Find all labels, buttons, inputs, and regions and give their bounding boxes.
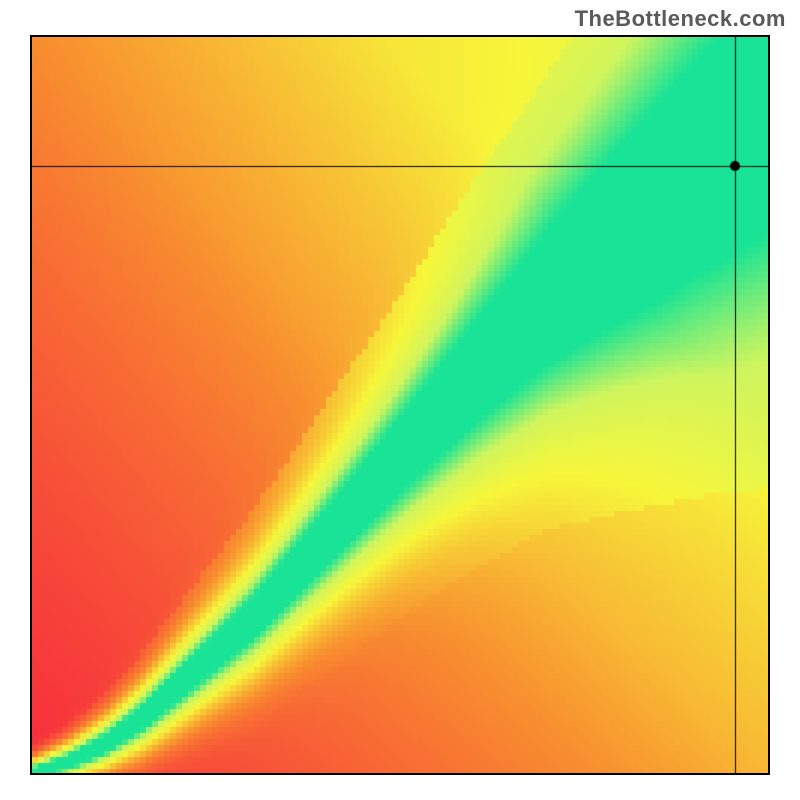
heatmap-plot-frame: [30, 35, 770, 775]
watermark-text: TheBottleneck.com: [575, 6, 786, 32]
heatmap-canvas: [32, 37, 768, 773]
